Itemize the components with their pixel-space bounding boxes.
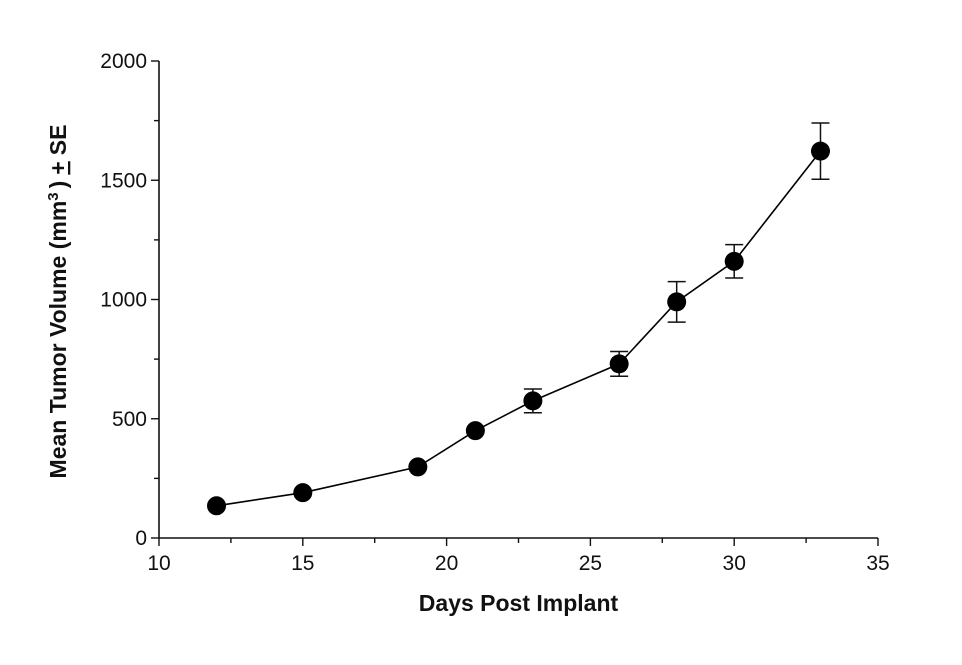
series-line <box>216 150 822 507</box>
data-point <box>609 354 629 374</box>
y-axis-label-plusminus: + <box>45 161 71 174</box>
y-tick-label: 1500 <box>100 169 147 192</box>
data-point <box>465 421 485 441</box>
data-point <box>724 251 744 271</box>
y-axis-label-close: ) <box>45 181 71 189</box>
data-point <box>810 141 830 161</box>
y-axis-label: Mean Tumor Volume (mm3) + SE <box>45 125 72 479</box>
x-tick-label: 20 <box>435 552 458 575</box>
x-tick-label: 15 <box>291 552 314 575</box>
y-tick-label: 0 <box>135 527 147 550</box>
data-point <box>293 483 313 503</box>
data-point <box>667 292 687 312</box>
x-tick-label: 10 <box>147 552 170 575</box>
y-tick-label: 2000 <box>100 50 147 73</box>
y-axis-label-main: Mean Tumor Volume (mm <box>45 201 71 479</box>
data-point <box>408 457 428 477</box>
y-tick-label: 1000 <box>100 289 147 312</box>
y-axis-label-superscript: 3 <box>45 192 62 200</box>
x-tick-label: 30 <box>723 552 746 575</box>
x-axis-label: Days Post Implant <box>419 590 619 616</box>
y-axis-label-se: SE <box>45 125 71 156</box>
y-axis-ticks: 0 500 1000 1500 2000 <box>100 50 159 550</box>
y-tick-label: 500 <box>112 408 147 431</box>
x-tick-label: 35 <box>866 552 889 575</box>
x-axis-ticks: 10 15 20 25 30 35 <box>147 538 890 575</box>
axes <box>158 61 878 539</box>
x-tick-label: 25 <box>579 552 602 575</box>
data-point <box>523 391 543 411</box>
series-group <box>207 122 830 516</box>
data-point <box>207 496 227 516</box>
